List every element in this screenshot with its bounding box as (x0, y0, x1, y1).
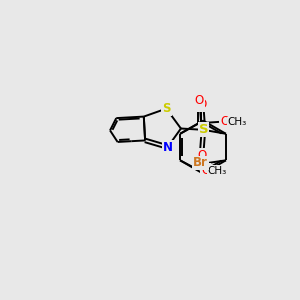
Text: S: S (199, 123, 208, 136)
Text: O: O (197, 148, 207, 161)
Text: O: O (197, 98, 207, 111)
Text: S: S (162, 102, 171, 115)
Text: CH₃: CH₃ (208, 166, 227, 176)
Text: N: N (163, 141, 172, 154)
Text: CH₃: CH₃ (228, 118, 247, 128)
Text: O: O (194, 94, 204, 106)
Text: Br: Br (193, 157, 208, 169)
Text: O: O (201, 164, 210, 177)
Text: O: O (221, 116, 230, 128)
